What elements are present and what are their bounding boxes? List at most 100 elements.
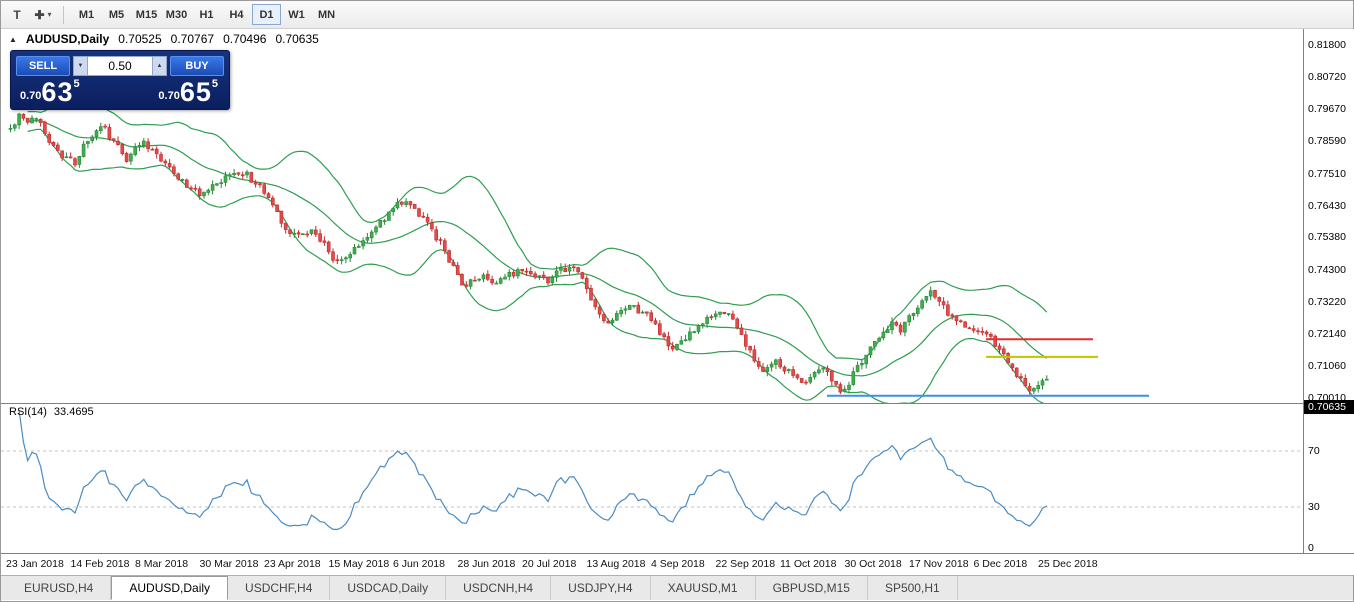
rsi-levels	[1, 450, 1303, 508]
volume-field[interactable]: 0.50	[88, 56, 152, 76]
chart-tab-sp500-h1[interactable]: SP500,H1	[868, 576, 958, 600]
sell-price-big: 63	[41, 77, 74, 107]
chart-symbol-label: AUDUSD,Daily	[25, 32, 110, 46]
time-axis-label: 23 Jan 2018	[6, 558, 64, 570]
timeframe-button-m1[interactable]: M1	[72, 4, 101, 25]
time-axis-label: 14 Feb 2018	[70, 558, 130, 570]
timeframe-button-mn[interactable]: MN	[312, 4, 341, 25]
chart-tab-gbpusd-m15[interactable]: GBPUSD,M15	[756, 576, 868, 600]
time-axis-label: 15 May 2018	[328, 558, 390, 570]
timeframe-button-w1[interactable]: W1	[282, 4, 311, 25]
price-axis-label: 0.73220	[1308, 295, 1346, 308]
sell-price-display[interactable]: 0.70 63 5	[20, 78, 80, 106]
price-axis-label: 0.81800	[1308, 39, 1346, 52]
sell-price-prefix: 0.70	[20, 90, 42, 102]
rsi-line	[18, 410, 1048, 531]
price-axis-label: 0.79670	[1308, 102, 1346, 115]
chart-tab-usdjpy-h4[interactable]: USDJPY,H4	[551, 576, 651, 600]
time-axis-label: 30 Oct 2018	[844, 558, 902, 570]
price-chart-panel: ▲ AUDUSD,Daily 0.70525 0.70767 0.70496 0…	[1, 29, 1354, 415]
chart-tab-usdcad-daily[interactable]: USDCAD,Daily	[330, 576, 447, 600]
toolbar-icon-group: T ✚ ▾	[5, 4, 55, 26]
crosshair-tool-icon: ✚	[34, 7, 45, 22]
trade-panel-prices: 0.70 63 5 0.70 65 5	[16, 76, 224, 106]
chart-tab-eurusd-h4[interactable]: EURUSD,H4	[7, 576, 112, 600]
price-axis[interactable]: 0.81800 0.80720 0.79670 0.78590 0.77510 0.764…	[1303, 29, 1354, 404]
candles	[8, 112, 1049, 395]
time-axis-label: 20 Jul 2018	[522, 558, 577, 570]
time-axis-label: 6 Jun 2018	[393, 558, 445, 570]
top-toolbar: T ✚ ▾ M1 M5 M15 M30 H1 H4 D1 W1 MN	[1, 1, 1353, 29]
rsi-axis[interactable]: 10070300	[1303, 404, 1354, 554]
price-axis-label: 0.72140	[1308, 328, 1346, 341]
buy-button[interactable]: BUY	[170, 56, 224, 76]
volume-control: ▼ 0.50 ▲	[73, 56, 167, 76]
time-axis-label: 17 Nov 2018	[909, 558, 969, 570]
buy-price-big: 65	[179, 77, 212, 107]
toolbar-separator	[63, 5, 64, 24]
time-axis-label: 25 Dec 2018	[1038, 558, 1098, 570]
timeframe-group: M1 M5 M15 M30 H1 H4 D1 W1 MN	[72, 4, 341, 25]
ohlc-high: 0.70767	[170, 32, 215, 46]
chart-tab-bar: EURUSD,H4 AUDUSD,Daily USDCHF,H4 USDCAD,Dai…	[1, 575, 1353, 600]
chart-tab-usdchf-h4[interactable]: USDCHF,H4	[228, 576, 331, 600]
timeframe-button-d1[interactable]: D1	[252, 4, 281, 25]
rsi-axis-label: 70	[1308, 445, 1320, 457]
volume-increase-button[interactable]: ▲	[152, 56, 167, 76]
time-axis-label: 30 Mar 2018	[199, 558, 259, 570]
bb-middle	[27, 119, 1048, 377]
price-axis-label: 0.78590	[1308, 135, 1346, 148]
price-axis-label: 0.74300	[1308, 263, 1346, 276]
price-axis-label: 0.75380	[1308, 231, 1346, 244]
text-tool-icon: T	[13, 7, 21, 22]
bollinger-bands	[27, 101, 1048, 403]
trade-panel-controls: SELL ▼ 0.50 ▲ BUY	[16, 56, 224, 76]
rsi-title: RSI(14) 33.4695	[9, 406, 94, 418]
rsi-indicator-label: RSI(14)	[9, 406, 47, 418]
rsi-panel: RSI(14) 33.4695 10070300	[1, 403, 1354, 554]
timeframe-button-m15[interactable]: M15	[132, 4, 161, 25]
chart-shift-marker-icon: ▲	[9, 34, 17, 44]
time-axis-label: 22 Sep 2018	[715, 558, 776, 570]
price-axis-label: 0.76430	[1308, 199, 1346, 212]
volume-decrease-button[interactable]: ▼	[73, 56, 88, 76]
bb-upper	[27, 101, 1048, 361]
time-axis-label: 23 Apr 2018	[264, 558, 321, 570]
buy-price-prefix: 0.70	[158, 90, 180, 102]
timeframe-button-m30[interactable]: M30	[162, 4, 191, 25]
timeframe-button-h4[interactable]: H4	[222, 4, 251, 25]
ohlc-low: 0.70496	[223, 32, 267, 46]
sell-button[interactable]: SELL	[16, 56, 70, 76]
timeframe-button-h1[interactable]: H1	[192, 4, 221, 25]
time-axis-label: 11 Oct 2018	[780, 558, 837, 570]
ohlc-open: 0.70525	[118, 32, 162, 46]
price-axis-label: 0.80720	[1308, 71, 1346, 84]
time-axis-label: 8 Mar 2018	[135, 558, 189, 570]
chart-tab-audusd-daily[interactable]: AUDUSD,Daily	[111, 576, 229, 600]
caret-down-icon: ▾	[47, 10, 52, 19]
rsi-canvas[interactable]	[1, 404, 1303, 554]
crosshair-tool-button[interactable]: ✚ ▾	[31, 4, 55, 26]
sell-price-sup: 5	[73, 78, 80, 90]
buy-price-display[interactable]: 0.70 65 5	[158, 78, 218, 106]
price-axis-label: 0.71060	[1308, 360, 1346, 373]
text-tool-button[interactable]: T	[5, 4, 29, 26]
rsi-axis-label: 0	[1308, 542, 1314, 554]
current-price-badge: 0.70635	[1304, 400, 1354, 415]
chart-title: ▲ AUDUSD,Daily 0.70525 0.70767 0.70496 0…	[9, 32, 319, 46]
price-chart-canvas[interactable]	[1, 29, 1303, 403]
timeframe-button-m5[interactable]: M5	[102, 4, 131, 25]
chart-tab-xauusd-m1[interactable]: XAUUSD,M1	[651, 576, 756, 600]
time-axis-label: 4 Sep 2018	[651, 558, 705, 570]
ohlc-close: 0.70635	[275, 32, 319, 46]
rsi-axis-label: 30	[1308, 501, 1320, 513]
price-axis-label: 0.77510	[1308, 167, 1346, 180]
time-axis-label: 13 Aug 2018	[586, 558, 646, 570]
time-axis-label: 6 Dec 2018	[973, 558, 1028, 570]
buy-price-sup: 5	[211, 78, 218, 90]
bb-lower	[27, 128, 1045, 403]
time-axis-label: 28 Jun 2018	[457, 558, 516, 570]
chart-tab-usdcnh-h4[interactable]: USDCNH,H4	[446, 576, 552, 600]
time-axis[interactable]: 23 Jan 2018 14 Feb 2018 8 Mar 2018 30 Mar 2…	[1, 553, 1354, 575]
